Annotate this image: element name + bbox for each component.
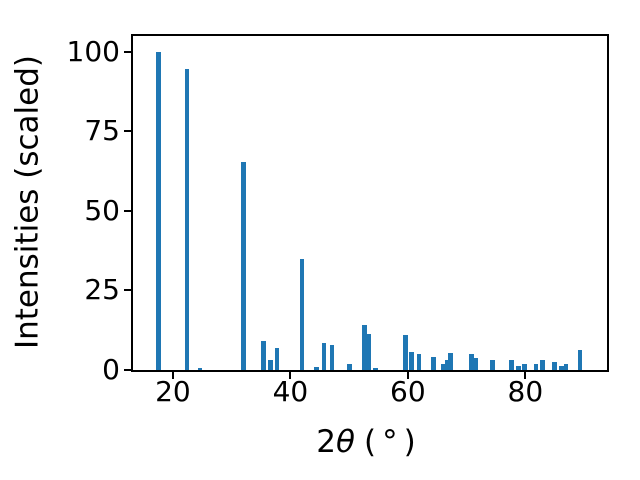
- bar-82.9: [540, 360, 545, 370]
- x-axis-label-unit: (°): [364, 424, 422, 460]
- y-tick-label-100: 100: [66, 34, 120, 68]
- bar-42: [299, 258, 305, 370]
- bar-44.4: [313, 366, 319, 370]
- y-tick-50: [124, 209, 131, 212]
- bar-79.9: [522, 363, 528, 370]
- y-tick-75: [124, 130, 131, 133]
- y-axis-label: Intensities (scaled): [9, 54, 46, 350]
- y-tick-label-25: 25: [84, 273, 120, 307]
- bar-52.6: [362, 324, 367, 370]
- bar-86.2: [559, 365, 565, 370]
- bar-89.3: [577, 349, 583, 370]
- bar-35.4: [261, 341, 266, 370]
- x-tick-60: [406, 372, 409, 379]
- bar-36.6: [268, 359, 273, 370]
- bar-70.8: [468, 354, 474, 370]
- bar-32: [241, 162, 246, 370]
- bar-59.6: [403, 335, 408, 370]
- bar-54.5: [373, 368, 378, 370]
- bar-64.4: [431, 357, 437, 370]
- x-tick-label-80: 80: [507, 375, 544, 408]
- plot-area: 20 40 60 80 0 25 50 75 100: [67, 34, 609, 406]
- bar-50.1: [347, 363, 353, 370]
- y-tick-label-75: 75: [84, 114, 120, 148]
- bar-47.1: [329, 345, 335, 370]
- x-axis-label-prefix: 2: [316, 424, 337, 460]
- x-tick-80: [524, 372, 527, 379]
- bar-22.4: [184, 69, 190, 370]
- bar-74.4: [490, 360, 495, 370]
- bar-77.6: [508, 359, 514, 370]
- y-tick-100: [124, 50, 131, 53]
- y-tick-label-0: 0: [102, 353, 120, 386]
- bar-66.7: [444, 359, 450, 370]
- bar-37.7: [274, 348, 280, 370]
- bar-86.9: [563, 363, 569, 370]
- bar-17.5: [155, 51, 161, 370]
- x-tick-label-60: 60: [390, 375, 426, 408]
- y-tick-0: [124, 369, 131, 371]
- bar-61.9: [416, 354, 422, 370]
- bar-71.6: [473, 358, 479, 370]
- x-tick-20: [171, 372, 174, 379]
- bar-66.1: [441, 363, 447, 370]
- bar-53.4: [366, 334, 372, 370]
- bar-45.7: [321, 342, 327, 370]
- x-tick-40: [289, 372, 292, 379]
- y-tick-label-50: 50: [84, 193, 120, 227]
- bar-81.8: [533, 363, 539, 370]
- bar-67.3: [448, 352, 454, 370]
- bar-78.8: [515, 365, 521, 370]
- x-axis-label: 2θ (°): [316, 424, 421, 461]
- theta-symbol: θ: [336, 424, 355, 460]
- y-tick-25: [124, 289, 131, 292]
- bar-60.6: [409, 351, 414, 370]
- x-tick-label-40: 40: [272, 375, 309, 408]
- x-tick-label-20: 20: [155, 375, 191, 408]
- bar-24.6: [197, 368, 203, 370]
- bar-85: [552, 361, 558, 370]
